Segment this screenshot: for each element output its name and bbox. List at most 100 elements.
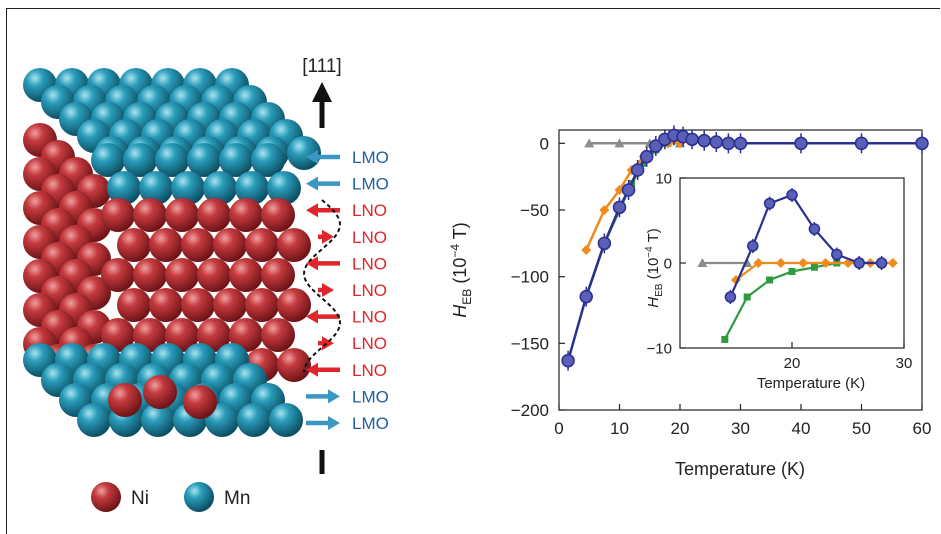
- x-tick-label: 0: [554, 419, 563, 438]
- mn-atom: [219, 143, 253, 177]
- x-tick-label: 30: [896, 355, 913, 372]
- spin-arrow-head: [322, 336, 334, 351]
- series-line: [585, 142, 680, 251]
- layer-row: LNO: [306, 308, 387, 327]
- ni-atom: [149, 288, 183, 322]
- data-point: [915, 136, 929, 151]
- data-point: [854, 136, 869, 151]
- inset-chart: 20 30 10 0 −10 Temperature (K) HEB (10−4 T): [644, 170, 912, 392]
- layer-label: LNO: [352, 254, 387, 273]
- layer-row: LNO: [306, 254, 387, 273]
- inset-series: [697, 188, 898, 343]
- mn-atom: [77, 403, 111, 437]
- series-1: [731, 258, 898, 285]
- ni-atom: [181, 288, 215, 322]
- spin-arrow-head: [306, 256, 318, 271]
- legend-mn-label: Mn: [224, 488, 250, 509]
- legend-mn-sphere: [184, 482, 214, 512]
- data-point: [831, 248, 843, 261]
- data-point: [639, 149, 654, 164]
- ni-atom: [165, 318, 199, 352]
- x-tick-label: 40: [792, 419, 811, 438]
- layer-row: LNO: [306, 361, 387, 380]
- main-axis-ticks: 0 10 20 30 40 50 600−50−100−150−200: [511, 134, 932, 438]
- mn-atom: [91, 143, 125, 177]
- data-point: [733, 136, 748, 151]
- ni-atom: [181, 228, 215, 262]
- ni-atom: [108, 383, 142, 417]
- ni-atom: [101, 258, 135, 292]
- series-1: [581, 138, 685, 255]
- svg-text:HEB (10−4 T): HEB (10−4 T): [644, 228, 665, 308]
- ni-atom: [143, 375, 177, 409]
- data-point: [775, 258, 786, 268]
- layer-label: LMO: [352, 387, 389, 406]
- layer-label: LNO: [352, 228, 387, 247]
- y-tick-label: −10: [647, 340, 672, 357]
- layer-row: LMO: [306, 387, 389, 406]
- layer-stack: LMO LMO LNO LNO LNO LNO LNO LNO LNO LMO LMO: [302, 148, 389, 433]
- ni-atom: [101, 318, 135, 352]
- ni-atom: [197, 258, 231, 292]
- x-tick-label: 30: [731, 419, 750, 438]
- data-point: [820, 258, 831, 268]
- y-tick-label: 10: [655, 170, 672, 187]
- direction-label: [111]: [302, 56, 341, 77]
- spin-arrow-head: [322, 229, 334, 244]
- ni-atom: [261, 258, 295, 292]
- layer-row: LNO: [306, 201, 387, 220]
- ni-atom: [277, 228, 311, 262]
- layer-row: LNO: [318, 281, 387, 300]
- ni-atom: [213, 288, 247, 322]
- mn-atom: [203, 171, 237, 205]
- legend-ni-sphere: [91, 482, 121, 512]
- data-point: [743, 293, 751, 301]
- mn-atom: [139, 171, 173, 205]
- ni-atom: [133, 318, 167, 352]
- mn-atom: [267, 171, 301, 205]
- series-2: [582, 139, 684, 301]
- ni-atom: [117, 288, 151, 322]
- mn-atom: [235, 171, 269, 205]
- ni-atom: [229, 258, 263, 292]
- x-tick-label: 60: [913, 419, 932, 438]
- series-0: [561, 125, 929, 371]
- mn-atom: [155, 143, 189, 177]
- mn-atom: [123, 143, 157, 177]
- data-point: [640, 159, 648, 167]
- data-point: [599, 205, 610, 215]
- series-0: [724, 188, 888, 304]
- spin-arrow-head: [306, 176, 318, 191]
- ni-atom: [245, 228, 279, 262]
- spin-arrow-head: [306, 203, 318, 218]
- data-point: [798, 258, 809, 268]
- data-point: [875, 257, 888, 269]
- ni-atom: [149, 228, 183, 262]
- direction-indicator: [111]: [302, 56, 342, 474]
- main-series: [561, 125, 929, 371]
- data-point: [721, 136, 736, 151]
- ni-atom: [229, 198, 263, 232]
- data-point: [810, 263, 818, 271]
- layer-row: LMO: [306, 148, 389, 167]
- ni-atom: [101, 198, 135, 232]
- data-point: [581, 245, 592, 255]
- inset-y-axis-label: HEB (10−4 T): [644, 228, 665, 308]
- layer-row: LMO: [306, 175, 389, 194]
- data-point: [697, 258, 708, 267]
- data-point: [614, 185, 625, 195]
- data-point: [721, 336, 729, 343]
- ni-atom: [165, 258, 199, 292]
- ni-atom: [277, 348, 311, 382]
- spin-arrow-head: [306, 309, 318, 324]
- data-point: [794, 136, 808, 151]
- ni-atom: [229, 318, 263, 352]
- spin-arrow-head: [328, 416, 340, 430]
- data-point: [630, 163, 645, 177]
- mn-atom: [269, 403, 303, 437]
- data-point: [808, 223, 821, 235]
- mn-atom: [187, 143, 221, 177]
- inset-axis-ticks: 20 30 10 0 −10: [647, 170, 913, 372]
- mn-atom: [237, 403, 271, 437]
- x-tick-label: 20: [671, 419, 690, 438]
